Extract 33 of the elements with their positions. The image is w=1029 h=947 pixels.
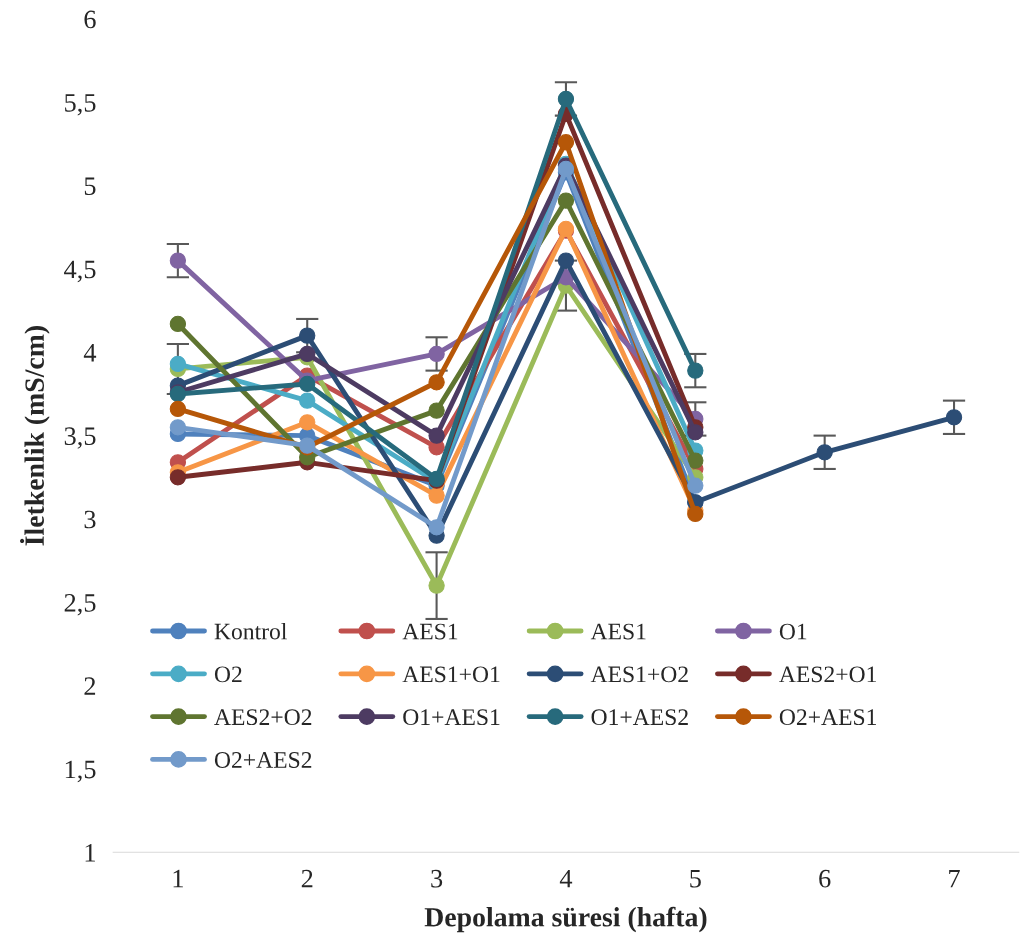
legend-label: AES1 <box>590 623 646 640</box>
y-tick-label: 5,5 <box>65 94 96 116</box>
legend-label: O1+AES1 <box>403 709 500 726</box>
x-tick-label: 4 <box>559 869 573 888</box>
y-axis-title: İletkenlik (mS/cm) <box>20 326 50 546</box>
y-tick-label: 2 <box>84 677 96 695</box>
legend-label: O2+AES1 <box>779 709 877 726</box>
y-tick-label: 2,5 <box>64 593 96 616</box>
y-tick-label: 1 <box>85 844 95 862</box>
legend-label: O2+AES2 <box>214 752 312 768</box>
x-tick-label: 2 <box>301 869 313 888</box>
legend-label: O1 <box>779 623 807 640</box>
legend-label: AES2+O1 <box>779 666 877 683</box>
legend-label: AES1+O2 <box>590 666 688 683</box>
x-tick-label: 5 <box>690 870 701 888</box>
x-tick-label: 3 <box>431 869 443 888</box>
legend-label: AES1 <box>402 623 458 640</box>
x-axis-title: Depolama süresi (hafta) <box>424 906 707 933</box>
y-tick-label: 3 <box>84 510 96 529</box>
x-tick-label: 6 <box>819 869 831 888</box>
legend-label: Kontrol <box>214 622 287 640</box>
y-tick-label: 6 <box>84 10 96 29</box>
legend-label: O2 <box>214 666 242 683</box>
x-tick-label: 1 <box>173 869 183 888</box>
y-tick-label: 1,5 <box>65 760 96 783</box>
legend-label: O1+AES2 <box>591 709 688 726</box>
legend-label: AES1+O1 <box>402 666 500 683</box>
y-tick-label: 4 <box>83 344 97 362</box>
y-tick-label: 5 <box>84 177 96 196</box>
legend-label: AES2+O2 <box>214 709 312 726</box>
x-tick-label: 7 <box>949 870 960 888</box>
y-tick-label: 4,5 <box>64 260 96 283</box>
y-tick-label: 3,5 <box>64 427 96 449</box>
